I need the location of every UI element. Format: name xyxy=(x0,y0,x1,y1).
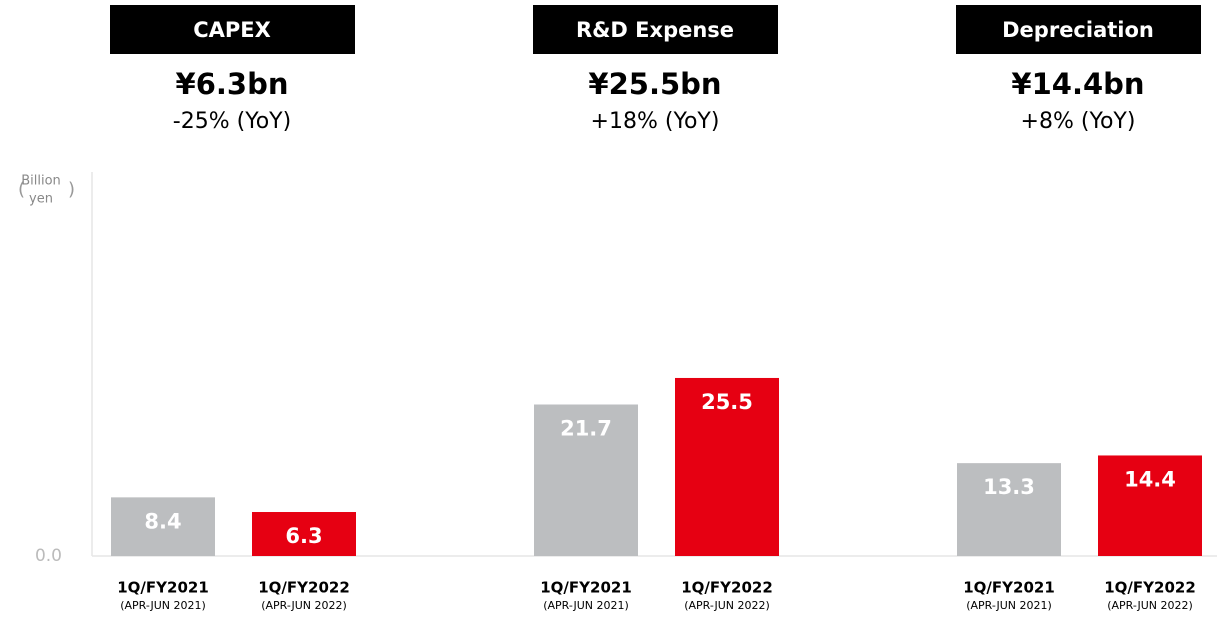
x-tick-label: 1Q/FY2022 xyxy=(258,579,350,597)
bar-value: 13.3 xyxy=(983,475,1035,499)
y-tick-label: 0.0 xyxy=(35,546,62,566)
yoy-change: +18% (YoY) xyxy=(591,109,720,134)
title-box xyxy=(110,5,355,54)
x-tick-sublabel: (APR-JUN 2021) xyxy=(120,599,206,612)
x-tick-label: 1Q/FY2022 xyxy=(681,579,773,597)
title-box xyxy=(533,5,778,54)
x-tick-label: 1Q/FY2021 xyxy=(963,579,1055,597)
bar xyxy=(111,497,215,556)
paren: ) xyxy=(68,179,75,200)
x-tick-sublabel: (APR-JUN 2021) xyxy=(966,599,1052,612)
x-tick-label: 1Q/FY2022 xyxy=(1104,579,1196,597)
yoy-change: +8% (YoY) xyxy=(1021,109,1136,134)
bar xyxy=(1098,455,1202,556)
headline: ¥6.3bn xyxy=(176,67,289,101)
headline: ¥14.4bn xyxy=(1011,67,1144,101)
x-tick-label: 1Q/FY2021 xyxy=(540,579,632,597)
bar xyxy=(252,512,356,556)
x-tick-sublabel: (APR-JUN 2022) xyxy=(684,599,770,612)
y-label: Billion xyxy=(21,174,61,189)
bar xyxy=(675,377,779,556)
headline: ¥25.5bn xyxy=(588,67,721,101)
group-title: CAPEX xyxy=(193,18,271,42)
x-tick-sublabel: (APR-JUN 2021) xyxy=(543,599,629,612)
yoy-change: -25% (YoY) xyxy=(173,109,291,134)
x-tick-sublabel: (APR-JUN 2022) xyxy=(1107,599,1193,612)
bar-value: 14.4 xyxy=(1124,467,1176,491)
bar-value: 6.3 xyxy=(285,524,322,548)
y-label: yen xyxy=(29,192,53,207)
paren: ( xyxy=(18,179,25,200)
bar-value: 8.4 xyxy=(144,509,181,533)
group-title: R&D Expense xyxy=(576,18,734,42)
bar xyxy=(534,404,638,556)
x-tick-label: 1Q/FY2021 xyxy=(117,579,209,597)
bar xyxy=(957,463,1061,556)
group-title: Depreciation xyxy=(1002,18,1154,42)
title-box xyxy=(956,5,1201,54)
x-tick-sublabel: (APR-JUN 2022) xyxy=(261,599,347,612)
bar-value: 25.5 xyxy=(701,390,753,414)
bar-value: 21.7 xyxy=(560,416,612,440)
